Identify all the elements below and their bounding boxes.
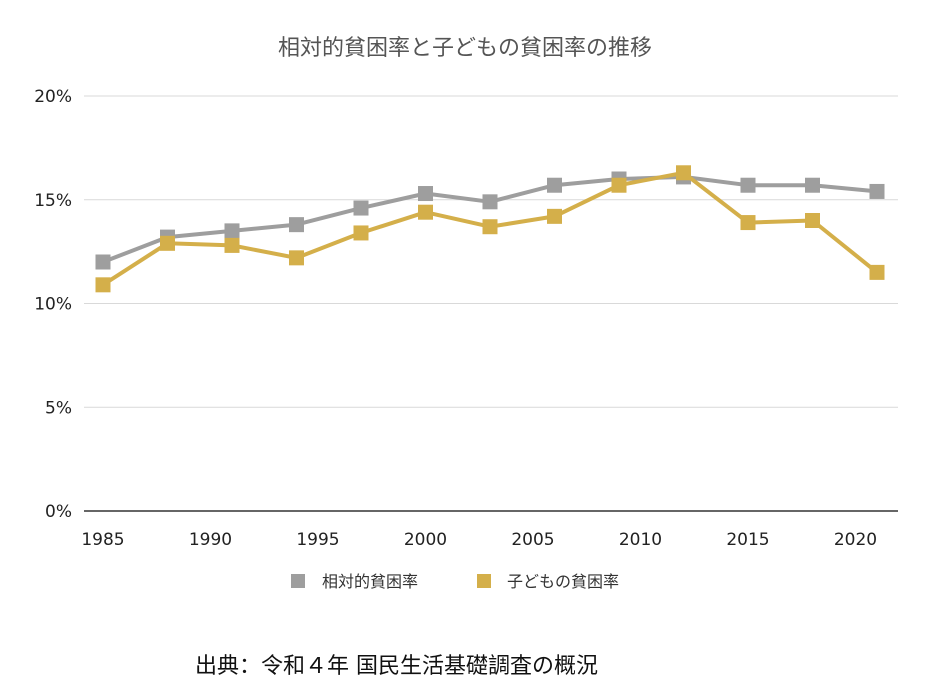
x-tick-label: 2000	[404, 530, 447, 550]
x-tick-label: 2010	[619, 530, 662, 550]
data-point	[611, 177, 627, 193]
data-point	[353, 200, 369, 216]
data-point	[418, 186, 433, 202]
y-axis-ticks: 0% 5% 10% 15% 20%	[34, 87, 72, 522]
x-tick-label: 2015	[726, 530, 769, 550]
data-point	[805, 177, 820, 193]
x-axis-ticks: 1985 1990 1995 2000 2005 2010 2015 2020	[81, 530, 877, 550]
y-tick-label: 10%	[34, 295, 72, 315]
series-2	[95, 165, 885, 293]
data-point	[482, 194, 498, 210]
data-point	[869, 264, 885, 280]
y-tick-label: 15%	[34, 191, 72, 211]
data-point	[740, 215, 756, 231]
y-tick-label: 5%	[45, 398, 72, 418]
data-point	[547, 208, 562, 224]
chart: 相対的貧困率と子どもの貧困率の推移 0% 5% 10% 15% 20% 1985 1990…	[34, 36, 898, 591]
grid	[84, 95, 898, 512]
x-tick-label: 1995	[296, 530, 339, 550]
data-point	[224, 223, 240, 239]
data-point	[160, 235, 175, 251]
x-tick-label: 1990	[189, 530, 232, 550]
data-point	[289, 250, 304, 266]
chart-title: 相対的貧困率と子どもの貧困率の推移	[278, 36, 652, 61]
data-point	[289, 217, 304, 233]
x-tick-label: 2020	[834, 530, 877, 550]
legend: 相対的貧困率 子どもの貧困率	[291, 572, 619, 591]
data-point	[95, 254, 111, 270]
series-1	[95, 169, 885, 270]
legend-label: 子どもの貧困率	[507, 572, 619, 591]
data-point	[869, 183, 885, 199]
legend-swatch	[477, 574, 491, 588]
data-point	[418, 204, 433, 220]
data-point	[676, 165, 691, 181]
x-tick-label: 2005	[511, 530, 554, 550]
data-point	[353, 225, 369, 241]
y-tick-label: 0%	[45, 502, 72, 522]
series-layer	[95, 165, 885, 293]
data-point	[224, 237, 240, 253]
y-tick-label: 20%	[34, 87, 72, 107]
x-tick-label: 1985	[81, 530, 124, 550]
legend-swatch	[291, 574, 305, 588]
data-point	[482, 219, 498, 235]
data-point	[805, 213, 820, 228]
data-point	[95, 277, 111, 293]
source-note: 出典：令和４年 国民生活基礎調査の概況	[195, 654, 598, 679]
data-point	[547, 177, 562, 193]
legend-label: 相対的貧困率	[322, 572, 418, 591]
data-point	[740, 177, 756, 193]
